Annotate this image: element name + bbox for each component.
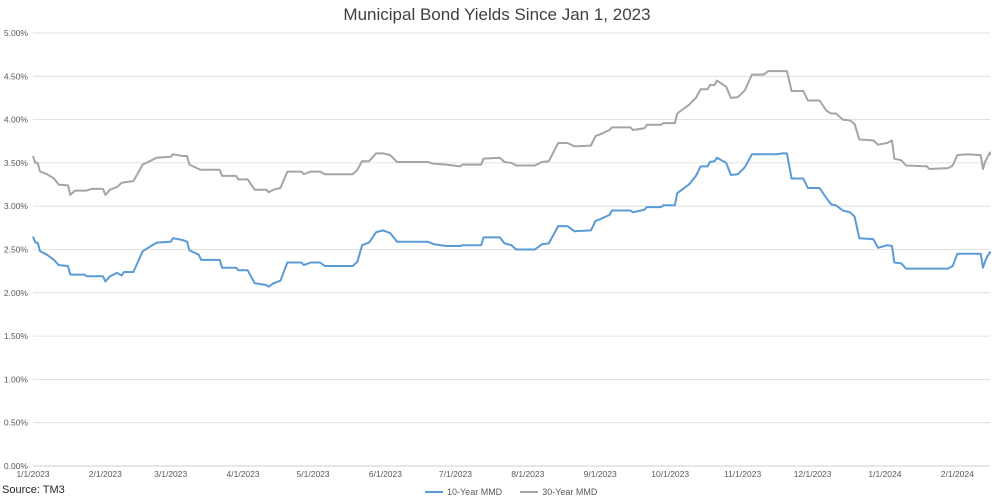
x-tick-label: 12/1/2023: [794, 469, 832, 479]
y-tick-label: 2.50%: [4, 245, 29, 255]
x-tick-label: 9/1/2023: [584, 469, 617, 479]
x-axis-ticks: 1/1/2023 2/1/2023 3/1/2023 4/1/2023 5/1/2023…: [16, 469, 974, 479]
series-line-10-year: [32, 152, 991, 288]
legend-swatch-10-year: [425, 491, 443, 493]
legend-label-30-year: 30-Year MMD: [542, 487, 598, 497]
y-tick-label: 2.00%: [4, 288, 29, 298]
y-tick-label: 1.00%: [4, 374, 29, 384]
legend-swatch-30-year: [520, 491, 539, 493]
x-tick-label: 2/1/2024: [941, 469, 974, 479]
y-tick-label: 3.00%: [4, 201, 29, 211]
gridlines: [33, 32, 990, 467]
source-note: Source: TM3: [2, 484, 65, 496]
x-tick-label: 10/1/2023: [651, 469, 689, 479]
y-axis-ticks: 0.00% 0.50% 1.00% 1.50% 2.00% 2.50% 3.00% 3.50%…: [4, 28, 29, 471]
legend-label-10-year: 10-Year MMD: [447, 487, 503, 497]
legend-item-30-year: 30-Year MMD: [520, 487, 597, 497]
y-tick-label: 0.50%: [4, 418, 29, 428]
x-tick-label: 1/1/2024: [868, 469, 901, 479]
y-tick-label: 4.50%: [4, 71, 29, 81]
x-tick-label: 4/1/2023: [227, 469, 260, 479]
x-tick-label: 6/1/2023: [369, 469, 402, 479]
x-tick-label: 7/1/2023: [439, 469, 472, 479]
legend-item-10-year: 10-Year MMD: [425, 487, 502, 497]
y-tick-label: 3.50%: [4, 158, 29, 168]
x-tick-label: 5/1/2023: [297, 469, 330, 479]
x-tick-label: 2/1/2023: [89, 469, 122, 479]
y-tick-label: 1.50%: [4, 331, 29, 341]
y-tick-label: 5.00%: [4, 28, 29, 38]
legend: 10-Year MMD 30-Year MMD: [425, 487, 597, 497]
x-tick-label: 1/1/2023: [16, 469, 49, 479]
x-tick-label: 11/1/2023: [724, 469, 761, 479]
chart-title: Municipal Bond Yields Since Jan 1, 2023: [343, 5, 651, 24]
y-tick-label: 4.00%: [4, 115, 29, 125]
series-line-30-year: [32, 70, 991, 196]
series-lines: [32, 70, 991, 288]
x-tick-label: 8/1/2023: [511, 469, 544, 479]
x-tick-label: 3/1/2023: [154, 469, 187, 479]
y-tick-label: 0.00%: [4, 461, 29, 471]
